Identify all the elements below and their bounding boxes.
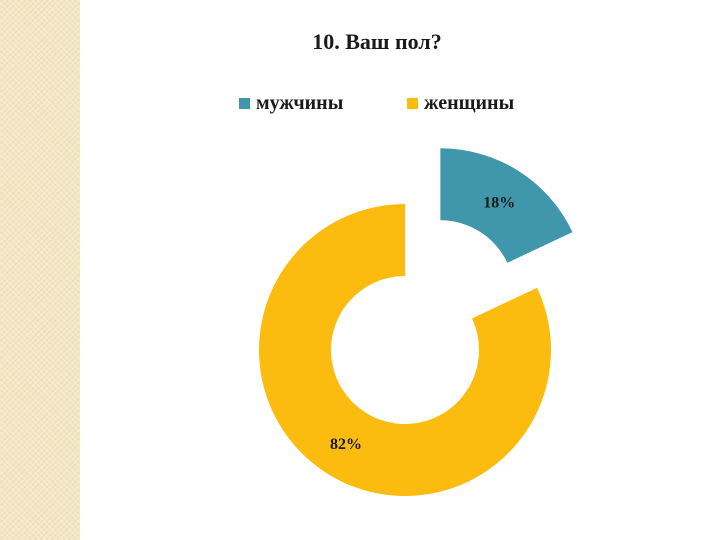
legend-label-men: мужчины bbox=[256, 92, 344, 114]
slice-men bbox=[440, 148, 573, 263]
data-label-men: 18% bbox=[483, 194, 515, 211]
slice-women bbox=[259, 204, 551, 496]
chart-slices bbox=[259, 148, 573, 496]
legend-label-women: женщины bbox=[424, 92, 515, 114]
chart-data-labels: 18% 82% bbox=[330, 194, 515, 452]
data-label-women: 82% bbox=[330, 436, 362, 453]
legend-swatch-men bbox=[239, 98, 250, 109]
legend-swatch-women bbox=[407, 98, 418, 109]
chart-title: 10. Ваш пол? bbox=[312, 29, 441, 54]
chart-legend: мужчины женщины bbox=[239, 92, 515, 114]
decorative-side-strip bbox=[0, 0, 80, 540]
